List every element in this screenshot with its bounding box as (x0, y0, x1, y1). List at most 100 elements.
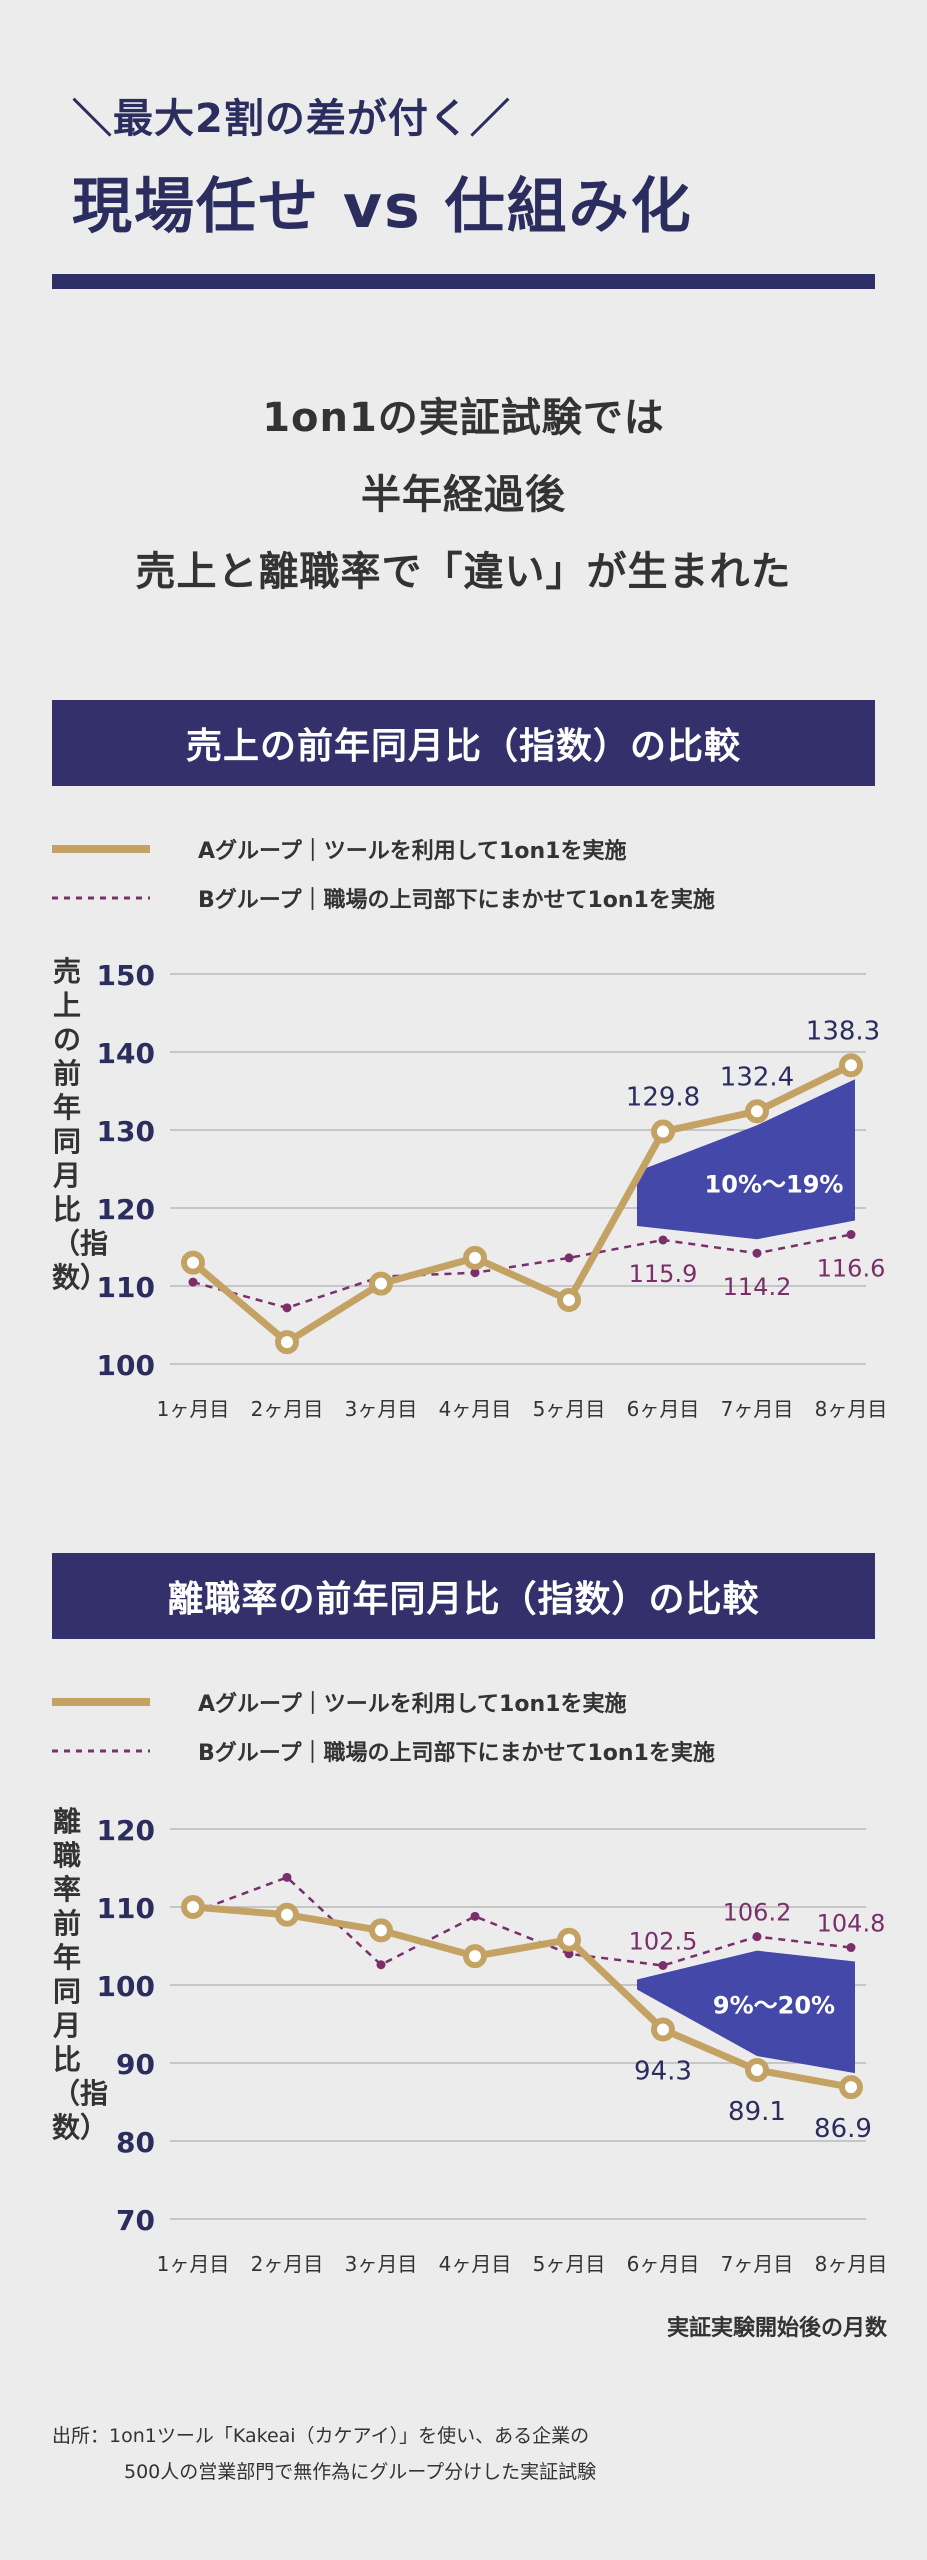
gap-label: 10%〜19% (705, 1170, 844, 1198)
legend-item-b-2: Bグループ｜職場の上司部下にまかせて1on1を実施 (52, 1736, 715, 1766)
series-b-point (282, 1303, 292, 1313)
series-b-line (192, 1233, 852, 1310)
series-b-data-label: 106.2 (723, 1899, 792, 1927)
series-b-data-label: 102.5 (629, 1928, 698, 1956)
y-tick-label: 100 (97, 1970, 155, 2003)
x-tick-label: 2ヶ月目 (251, 1397, 324, 1421)
series-b-point (470, 1911, 480, 1921)
x-tick-label: 7ヶ月目 (721, 1397, 794, 1421)
x-tick-label: 5ヶ月目 (533, 1397, 606, 1421)
series-a-point (557, 1288, 581, 1313)
divider (52, 274, 875, 289)
series-a-data-label: 138.3 (806, 1016, 880, 1046)
series-a-line (192, 1903, 852, 2091)
series-b-point (846, 1943, 856, 1953)
gap-band (637, 1950, 855, 2074)
y-tick-label: 110 (97, 1271, 155, 1304)
legend-swatch-a-2 (52, 1698, 150, 1706)
kicker: ＼最大2割の差が付く／ (72, 96, 511, 142)
legend-label-a-2: Aグループ｜ツールを利用して1on1を実施 (198, 1692, 627, 1717)
legend-swatch-a (52, 845, 150, 853)
y-tick-label: 120 (97, 1193, 155, 1226)
x-tick-label: 8ヶ月目 (815, 1397, 888, 1421)
series-a-point (557, 1927, 581, 1952)
series-b-data-label: 104.8 (817, 1910, 886, 1938)
series-b-data-label: 116.6 (817, 1255, 886, 1283)
y-tick-label: 80 (116, 2126, 155, 2159)
turnover-chart: 70 80 90 100 110 120 1ヶ月目 2ヶ月目 3ヶ月目 4ヶ月目 5ヶ月目 6ヶ月目 7… (97, 1814, 888, 2276)
x-tick-label: 4ヶ月目 (439, 2252, 512, 2276)
source-note: 出所：1on1ツール「Kakeai（カケアイ）」を使い、ある企業の 500人の営… (52, 2418, 596, 2490)
series-a-data-label: 132.4 (720, 1062, 794, 1092)
series-a-point (181, 1250, 205, 1275)
y-tick-label: 70 (116, 2204, 155, 2237)
legend-item-a-2: Aグループ｜ツールを利用して1on1を実施 (52, 1687, 626, 1717)
series-a-point (839, 2075, 863, 2100)
series-b-data-label: 115.9 (629, 1260, 698, 1288)
legend-item-b: Bグループ｜職場の上司部下にまかせて1on1を実施 (52, 883, 715, 913)
series-a-point (651, 2017, 675, 2042)
source-line-1: 出所：1on1ツール「Kakeai（カケアイ）」を使い、ある企業の (52, 2425, 590, 2447)
series-a-line (190, 1062, 853, 1346)
legend-label-b: Bグループ｜職場の上司部下にまかせて1on1を実施 (198, 888, 715, 913)
x-tick-label: 2ヶ月目 (251, 2252, 324, 2276)
y-tick-label: 120 (97, 1814, 155, 1847)
series-b-point (376, 1960, 386, 1970)
x-tick-label: 3ヶ月目 (345, 1397, 418, 1421)
series-a-data-label: 129.8 (626, 1083, 700, 1113)
x-tick-label: 6ヶ月目 (627, 1397, 700, 1421)
x-tick-label: 3ヶ月目 (345, 2252, 418, 2276)
series-a-point (463, 1944, 487, 1969)
series-a-data-label: 86.9 (814, 2114, 872, 2144)
series-b-point (564, 1949, 574, 1959)
y-tick-label: 100 (97, 1349, 155, 1382)
series-b-point (470, 1268, 480, 1278)
sales-y-axis-label: 売上の前年同月比（指数） (52, 955, 109, 1294)
x-tick-label: 6ヶ月目 (627, 2252, 700, 2276)
y-tick-label: 110 (97, 1892, 155, 1925)
headline: 現場任せ vs 仕組み化 (72, 172, 693, 242)
x-tick-label: 1ヶ月目 (157, 2252, 230, 2276)
legend-label-a: Aグループ｜ツールを利用して1on1を実施 (198, 839, 627, 864)
turnover-chart-title: 離職率の前年同月比（指数）の比較 (52, 1553, 875, 1639)
series-b-point (752, 1248, 762, 1258)
series-a-point (651, 1119, 675, 1144)
series-b-point (846, 1230, 856, 1240)
series-a-point (275, 1902, 299, 1927)
series-b-point (658, 1961, 668, 1970)
source-line-2: 500人の営業部門で無作為にグループ分けした実証試験 (124, 2461, 597, 2483)
x-tick-label: 7ヶ月目 (721, 2252, 794, 2276)
y-tick-label: 140 (97, 1037, 155, 1070)
series-a-data-label: 94.3 (634, 2056, 692, 2086)
legend-item-a: Aグループ｜ツールを利用して1on1を実施 (52, 834, 626, 864)
x-tick-label: 5ヶ月目 (533, 2252, 606, 2276)
gap-band (637, 1079, 855, 1240)
series-b-point (282, 1872, 292, 1882)
series-a-point (369, 1918, 393, 1943)
lead-line-1: 1on1の実証試験では (262, 395, 665, 441)
series-b-point (188, 1277, 198, 1287)
y-tick-label: 130 (97, 1115, 155, 1148)
lead-line-2: 半年経過後 (361, 472, 566, 518)
series-b-point (752, 1932, 762, 1942)
x-tick-label: 8ヶ月目 (815, 2252, 888, 2276)
gap-label: 9%〜20% (713, 1991, 835, 2019)
series-b-line (192, 1875, 852, 1967)
series-a-point (275, 1330, 299, 1355)
legend-swatch-b-2 (52, 1749, 150, 1753)
sales-chart-title: 売上の前年同月比（指数）の比較 (52, 700, 875, 786)
x-axis-note: 実証実験開始後の月数 (666, 2316, 887, 2341)
series-a-data-label: 89.1 (728, 2097, 786, 2127)
series-a-point (745, 1099, 769, 1124)
series-a-point (181, 1895, 205, 1919)
series-a-point (463, 1245, 487, 1270)
y-tick-label: 150 (97, 959, 155, 992)
legend-label-b-2: Bグループ｜職場の上司部下にまかせて1on1を実施 (198, 1741, 715, 1766)
y-tick-label: 90 (116, 2048, 155, 2081)
series-a-point (745, 2058, 769, 2083)
lead-line-3: 売上と離職率で「違い」が生まれた (135, 549, 792, 595)
series-b-point (658, 1235, 668, 1245)
series-b-point (564, 1253, 574, 1263)
x-tick-label: 1ヶ月目 (157, 1397, 230, 1421)
x-tick-label: 4ヶ月目 (439, 1397, 512, 1421)
